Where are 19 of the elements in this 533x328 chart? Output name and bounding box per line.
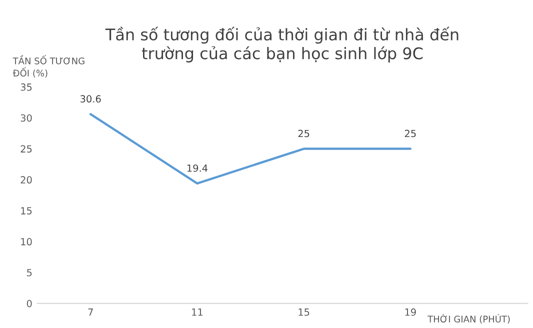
y-axis-title: TẦN SỐ TƯƠNG ĐỐI (%): [12, 54, 84, 78]
data-label: 25: [404, 130, 416, 138]
x-tick-label: 11: [192, 308, 202, 316]
y-tick-label: 0: [26, 300, 32, 308]
y-tick-label: 25: [20, 145, 32, 153]
data-label: 19.4: [187, 164, 208, 172]
x-tick-label: 15: [298, 308, 310, 316]
x-tick-label: 7: [88, 308, 93, 316]
y-tick-label: 35: [20, 83, 32, 91]
x-tick-label: 19: [405, 308, 416, 316]
y-tick-label: 5: [27, 269, 32, 276]
x-axis-title: THỜI GIAN (PHÚT): [428, 314, 510, 324]
y-tick-label: 15: [21, 207, 32, 214]
y-tick-label: 10: [21, 238, 32, 246]
data-label: 30.6: [80, 95, 101, 103]
chart-title: Tần số tương đối của thời gian đi từ nhà đến trường của các bạn học sinh lớp 9C: [105, 26, 458, 62]
data-label: 25: [298, 130, 310, 138]
y-tick-label: 30: [20, 114, 32, 122]
y-tick-label: 20: [20, 176, 32, 184]
